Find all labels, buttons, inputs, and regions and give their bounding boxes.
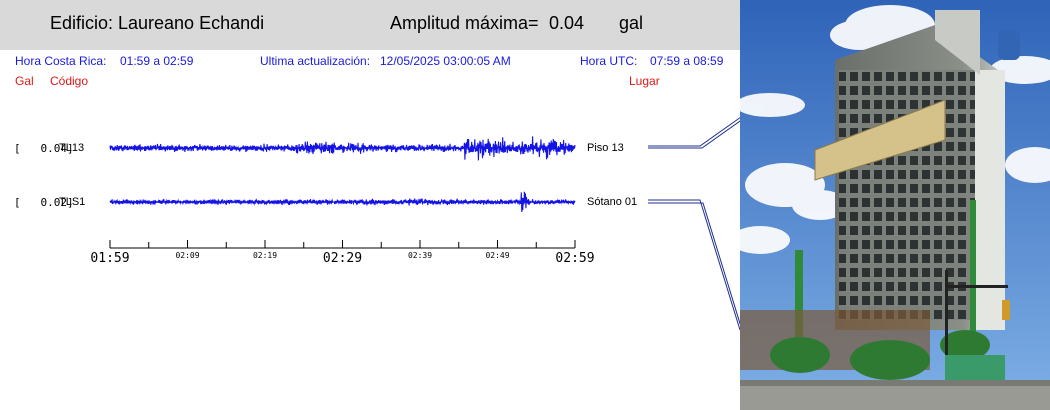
leader-line-tls1 bbox=[648, 199, 740, 331]
trace-tls1 bbox=[109, 191, 576, 213]
tick-label: 01:59 bbox=[90, 251, 129, 266]
roof-structure bbox=[935, 10, 980, 75]
amplitude-label: Amplitud máxima= bbox=[390, 13, 539, 33]
trees bbox=[770, 330, 990, 380]
leader-line-tl13-b bbox=[648, 101, 740, 149]
building-label: Edificio: bbox=[50, 13, 114, 33]
traffic-light-pole bbox=[945, 270, 948, 400]
clouds bbox=[740, 5, 1050, 254]
tick-label: 02:29 bbox=[323, 251, 362, 266]
trace-tl13 bbox=[109, 136, 576, 161]
roof-logo bbox=[998, 30, 1020, 60]
column-place: Lugar bbox=[629, 74, 660, 88]
channel-location-tl13: Piso 13 bbox=[587, 142, 624, 154]
tick-label: 02:59 bbox=[555, 251, 594, 266]
balcony-band bbox=[814, 99, 946, 181]
channel-code-tl13: TL13 bbox=[59, 142, 85, 154]
tick-label: 02:19 bbox=[253, 251, 277, 260]
tick-label: 02:39 bbox=[408, 251, 432, 260]
amplitude-value: 0.04 bbox=[549, 13, 585, 33]
building-photo bbox=[740, 0, 1050, 410]
tick-label: 02:09 bbox=[175, 251, 199, 260]
window-grid bbox=[839, 70, 979, 320]
column-code: Código bbox=[50, 74, 89, 88]
leader-line-tls1-b bbox=[648, 202, 740, 326]
side-wall bbox=[975, 70, 1005, 330]
building-name: Laureano Echandi bbox=[118, 13, 265, 33]
seismogram-chart: 01:59 02:09 02:19 02:29 02:39 02:49 02:59 bbox=[90, 99, 740, 331]
traffic-light-arm bbox=[948, 285, 1008, 288]
header-bar: Edificio: Laureano Echandi Amplitud máxi… bbox=[0, 0, 740, 50]
channel-gal-tls1: [ 0.02] bbox=[14, 196, 74, 209]
local-time-label: Hora Costa Rica: bbox=[15, 54, 107, 68]
utc-range: 07:59 a 08:59 bbox=[650, 54, 724, 68]
tick-label: 02:49 bbox=[485, 251, 509, 260]
amplitude-unit: gal bbox=[619, 13, 644, 33]
leader-line-tl13 bbox=[648, 99, 740, 147]
channel-code-tls1: TLS1 bbox=[59, 196, 86, 208]
channel-location-tls1: Sótano 01 bbox=[587, 196, 638, 208]
traffic-light bbox=[1002, 300, 1010, 320]
column-gal: Gal bbox=[15, 74, 34, 88]
green-column-left bbox=[795, 250, 803, 340]
sidewalk bbox=[740, 380, 1050, 386]
green-column-right bbox=[970, 200, 976, 340]
utc-label: Hora UTC: bbox=[580, 54, 638, 68]
local-time-range: 01:59 a 02:59 bbox=[120, 54, 194, 68]
channel-gal-tl13: [ 0.04] bbox=[14, 142, 74, 155]
update-label: Ultima actualización: bbox=[260, 54, 371, 68]
update-value: 12/05/2025 03:00:05 AM bbox=[380, 54, 511, 68]
street bbox=[740, 385, 1050, 410]
